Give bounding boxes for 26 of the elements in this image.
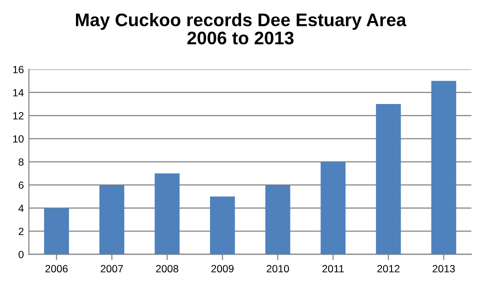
bar <box>320 162 346 254</box>
x-tick-label: 2011 <box>322 265 344 272</box>
x-tick-label: 2006 <box>45 265 68 272</box>
y-tick-label: 6 <box>18 181 24 189</box>
bar <box>431 80 456 254</box>
x-tick-label: 2012 <box>377 265 400 272</box>
x-tick-label: 2007 <box>100 265 123 272</box>
chart-title: May Cuckoo records Dee Estuary Area 2006 to 2013 <box>76 13 406 44</box>
x-tick-label: 2008 <box>156 265 178 272</box>
bar <box>44 208 69 254</box>
y-tick-label: 2 <box>18 228 24 235</box>
y-tick-label: 16 <box>13 66 24 74</box>
x-tick-label: 2013 <box>432 265 455 272</box>
bar <box>265 184 290 254</box>
y-tick-label: 10 <box>13 135 24 143</box>
bar <box>154 173 180 254</box>
y-tick-label: 8 <box>18 158 24 166</box>
bar <box>210 196 235 254</box>
y-tick-label: 14 <box>13 89 24 96</box>
y-tick-label: 12 <box>13 112 24 120</box>
y-tick-label: 0 <box>18 250 24 258</box>
bar <box>99 184 124 254</box>
x-tick-label: 2010 <box>266 265 289 272</box>
y-tick-label: 4 <box>18 204 24 212</box>
bar <box>376 104 401 254</box>
x-tick-label: 2009 <box>211 265 234 272</box>
